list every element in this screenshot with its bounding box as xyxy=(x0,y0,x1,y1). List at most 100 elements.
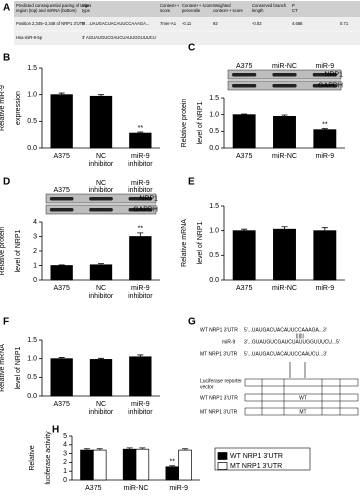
y-tick-label: 0 xyxy=(63,477,67,484)
vector-boxes xyxy=(244,378,359,416)
panel-label: F xyxy=(3,317,9,328)
table-header: P xyxy=(292,3,295,8)
y-axis-label: level of NRP1 xyxy=(197,101,204,144)
bar xyxy=(135,448,150,481)
x-tick-label: A375 xyxy=(53,153,69,160)
x-tick-label: NC xyxy=(96,153,106,160)
x-tick-label: miR-NC xyxy=(272,153,297,160)
bar xyxy=(50,358,73,397)
bar xyxy=(165,466,180,481)
blot-band xyxy=(49,208,74,212)
seq-name: miR-9 xyxy=(222,339,236,345)
y-axis-label: Relative protein xyxy=(181,99,188,148)
x-tick-label: miR-9 xyxy=(131,153,150,160)
x-tick-label: miR-9 xyxy=(169,485,188,492)
bar xyxy=(313,129,337,149)
table-header: Site xyxy=(82,3,90,8)
error-bar xyxy=(58,357,65,359)
bar xyxy=(122,448,137,481)
y-tick-label: 1.5 xyxy=(27,65,37,72)
x-tick-label: inhibitor xyxy=(89,161,114,168)
bar xyxy=(178,449,192,481)
panel-label: D xyxy=(3,177,10,188)
error-bar xyxy=(321,128,328,130)
y-tick-label: 2 xyxy=(63,459,67,466)
error-bar xyxy=(58,92,65,95)
blot-band xyxy=(49,197,74,201)
blot-row-label: GAPDH xyxy=(318,82,343,89)
x-tick-label: miR-9 xyxy=(131,285,150,292)
y-tick-label: 1.0 xyxy=(27,356,37,363)
table-cell: -0.02 xyxy=(252,21,262,26)
error-bar xyxy=(137,354,144,357)
y-tick-label: 4 xyxy=(33,219,37,226)
blot-row-label: NRP1 xyxy=(139,195,158,202)
x-tick-label: miR-9 xyxy=(315,285,334,292)
sequence: 3'...GUAUGUCGAUCUAUUGGUUUCU...5' xyxy=(244,339,340,345)
significance: ** xyxy=(322,122,328,129)
table-header: type xyxy=(82,8,91,13)
y-tick-label: 1.0 xyxy=(27,92,37,99)
sequence: 5'...UAUGACUACAUUCCAAUCU...3' xyxy=(244,351,327,357)
table-cell: 0.71 xyxy=(340,21,349,26)
bar xyxy=(80,449,94,481)
y-tick-label: 0.0 xyxy=(27,393,37,400)
table-header: Context++ score xyxy=(182,3,213,8)
error-bar xyxy=(98,357,104,360)
box-label: WT xyxy=(299,395,307,401)
bar xyxy=(89,95,113,149)
y-tick-label: 2 xyxy=(33,248,37,255)
blot-band xyxy=(128,197,153,201)
blot-row-label: NRP1 xyxy=(324,71,343,78)
blot-lane-label: A375 xyxy=(236,63,252,70)
table-cell: 3' AGUAUGUCGAUCUAUUGGUUUCU xyxy=(82,35,156,40)
bar xyxy=(273,115,296,149)
y-tick-label: 1.0 xyxy=(209,228,219,235)
y-axis-label: Relative miR-9 xyxy=(0,85,6,131)
error-bar xyxy=(182,448,189,451)
x-tick-label: miR-NC xyxy=(124,485,149,492)
table-header: Context++ xyxy=(160,3,180,8)
error-bar xyxy=(126,447,133,450)
y-axis-label: Relative mRNA xyxy=(0,344,6,392)
y-axis-label: level of NRP1 xyxy=(15,346,22,389)
table-header: score xyxy=(160,8,171,13)
y-tick-label: 1.5 xyxy=(27,337,37,344)
table-header: percentile xyxy=(182,8,201,13)
y-tick-label: 0 xyxy=(33,277,37,284)
error-bar xyxy=(83,448,90,451)
y-axis-label: Relative xyxy=(29,445,36,470)
panel-label: G xyxy=(188,317,196,328)
error-bar xyxy=(169,465,176,467)
table-header: region (top) and miRNA (bottom) xyxy=(16,8,77,13)
panel-label: A xyxy=(3,3,10,14)
y-tick-label: 4 xyxy=(63,442,67,449)
error-bar xyxy=(321,227,328,231)
bar xyxy=(129,356,152,397)
blot-lane-label: inhibitor xyxy=(128,187,153,194)
y-tick-label: 1.0 xyxy=(209,112,219,119)
y-axis-label: Relative protein xyxy=(0,227,6,276)
y-axis-label: expression xyxy=(15,91,22,125)
significance: ** xyxy=(170,459,176,466)
blot-lane-label: miR-NC xyxy=(272,63,297,70)
table-header: length xyxy=(252,8,264,13)
table-header-bg xyxy=(14,1,360,17)
y-axis-label: luciferase activity xyxy=(45,431,52,485)
y-tick-label: 0.0 xyxy=(27,145,37,152)
x-tick-label: miR-9 xyxy=(315,153,334,160)
bar xyxy=(50,94,73,149)
y-tick-label: 1 xyxy=(33,262,37,269)
table-cell: 92 xyxy=(213,21,218,26)
blot-lane-label: A375 xyxy=(53,187,69,194)
table-cell: 4.688 xyxy=(292,21,303,26)
panel-label: E xyxy=(188,177,195,188)
y-tick-label: 1.5 xyxy=(209,203,219,210)
panel-label: C xyxy=(188,43,195,54)
table-cell: Hsa-miR-9-5p xyxy=(16,35,43,40)
x-tick-label: inhibitor xyxy=(89,409,114,416)
blot-band xyxy=(232,73,257,77)
blot-band xyxy=(272,84,297,88)
blot-band xyxy=(312,84,337,88)
